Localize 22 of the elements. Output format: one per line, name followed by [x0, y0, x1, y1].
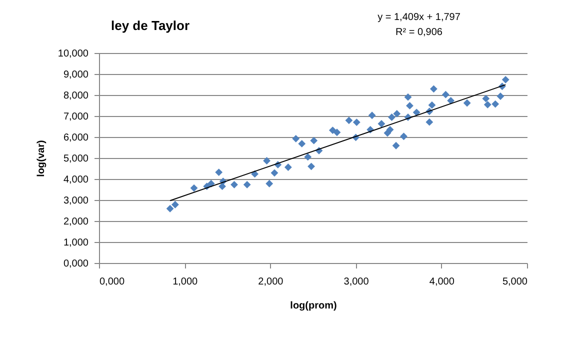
y-tick-label: 4,000	[63, 174, 89, 186]
text: y = 1,409x + 1,797	[378, 12, 461, 23]
y-tick-label: 10,000	[58, 48, 89, 60]
x-axis-title: log(prom)	[290, 300, 337, 312]
x-tick-label: 3,000	[344, 276, 370, 288]
y-tick-label: 2,000	[63, 216, 89, 228]
x-tick-label: 5,000	[502, 276, 528, 288]
y-tick-label: 1,000	[63, 238, 89, 248]
y-tick-label: 6,000	[63, 132, 89, 144]
y-tick-label: 5,000	[63, 154, 89, 164]
y-tick-label: 3,000	[63, 196, 89, 206]
x-tick-label: 0,000	[100, 276, 125, 288]
chart-title: ley de Taylor	[111, 18, 190, 33]
y-tick-label: 0,000	[63, 258, 89, 270]
x-tick-label: 1,000	[172, 276, 198, 288]
text: R² = 0,906	[396, 27, 443, 38]
y-tick-label: 7,000	[63, 112, 89, 122]
y-tick-label: 8,000	[63, 90, 89, 102]
x-tick-label: 2,000	[258, 276, 284, 288]
y-tick-label: 9,000	[63, 70, 89, 80]
x-tick-label: 4,000	[429, 276, 455, 288]
y-axis-title: log(var)	[36, 140, 47, 177]
